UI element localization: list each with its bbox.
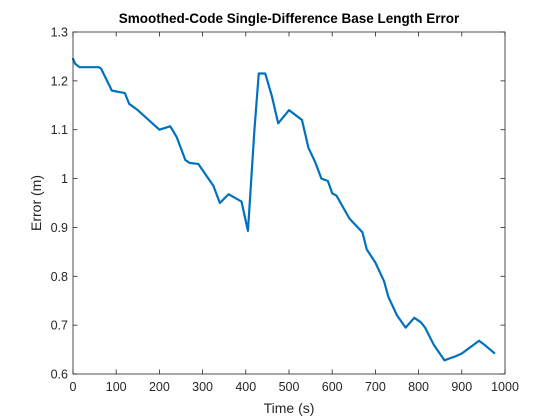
x-tick-label: 0 [70,380,77,394]
x-axis-label: Time (s) [264,400,315,416]
x-tick-label: 500 [279,380,300,394]
y-tick-label: 1.3 [51,26,68,40]
x-tick-label: 900 [451,380,472,394]
y-tick-label: 0.6 [51,368,68,382]
y-tick-label: 0.9 [51,221,68,235]
x-tick-label: 1000 [491,380,519,394]
x-tick-label: 200 [149,380,170,394]
series-line [71,57,496,362]
y-tick-label: 0.8 [51,270,68,284]
y-axis-label: Error (m) [28,175,44,231]
x-tick-label: 300 [192,380,213,394]
y-tick-label: 1.1 [51,123,68,137]
x-tick-label: 400 [235,380,256,394]
x-tick-label: 600 [322,380,343,394]
x-tick-label: 800 [408,380,429,394]
plot-area-frame [72,31,506,375]
y-tick-label: 1 [61,172,68,186]
chart-title: Smoothed-Code Single-Difference Base Len… [119,11,460,26]
y-tick-label: 1.2 [51,74,68,88]
y-tick-label: 0.7 [51,319,68,333]
x-tick-label: 700 [365,380,386,394]
x-tick-label: 100 [106,380,127,394]
